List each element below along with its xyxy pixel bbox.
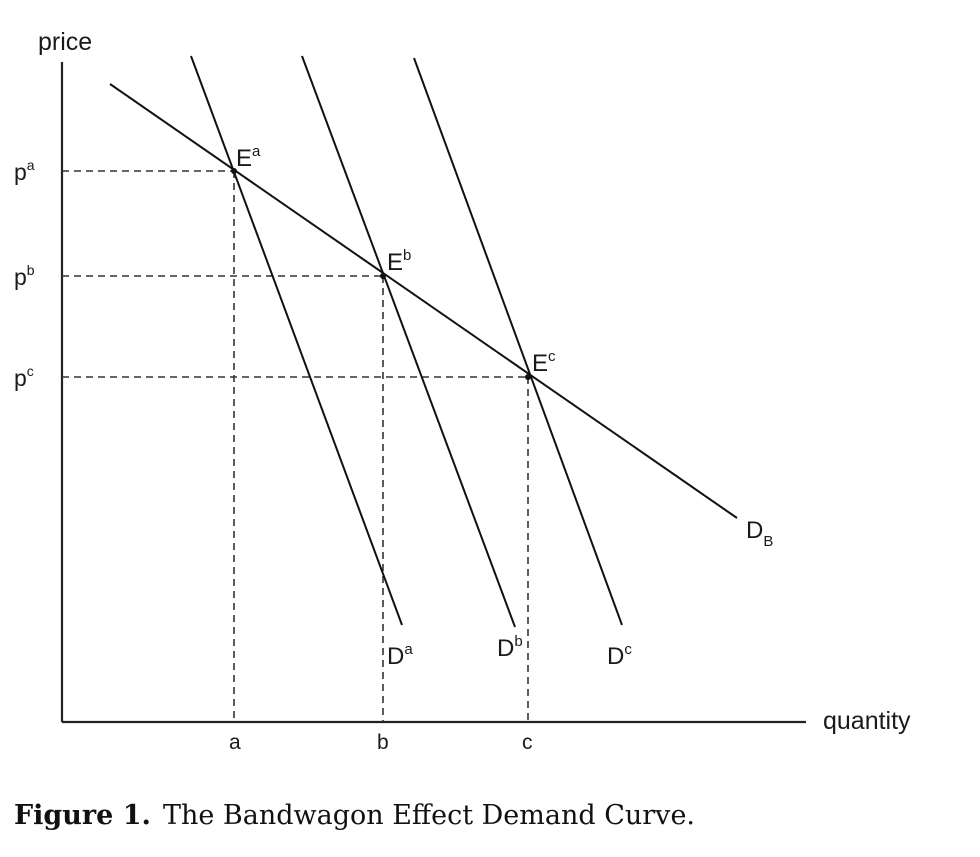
demand-curve-c bbox=[413, 57, 623, 626]
demand-curve-label-a: Da bbox=[387, 641, 413, 670]
bandwagon-demand-curve bbox=[109, 83, 738, 519]
equilibrium-label-b: Eb bbox=[387, 247, 411, 276]
demand-curve-label-b: Db bbox=[497, 633, 523, 662]
price-tick-b: pb bbox=[14, 262, 35, 290]
figure-number: Figure 1. bbox=[14, 800, 151, 831]
price-tick-a: pa bbox=[14, 157, 35, 185]
equilibrium-label-a: Ea bbox=[236, 143, 261, 172]
quantity-tick-b: b bbox=[377, 731, 389, 754]
dashed-guides bbox=[62, 170, 529, 722]
x-axis-label: quantity bbox=[823, 707, 911, 735]
quantity-tick-a: a bbox=[229, 731, 241, 754]
equilibrium-point-c bbox=[525, 374, 531, 380]
figure-caption-text: The Bandwagon Effect Demand Curve. bbox=[162, 800, 696, 831]
equilibrium-point-a bbox=[231, 168, 237, 174]
demand-curve-label-c: Dc bbox=[607, 641, 632, 670]
demand-curve-b bbox=[301, 55, 516, 628]
y-axis-label: price bbox=[38, 28, 92, 56]
figure-caption: Figure 1. The Bandwagon Effect Demand Cur… bbox=[14, 800, 695, 831]
price-tick-c: pc bbox=[14, 363, 34, 391]
equilibrium-label-c: Ec bbox=[532, 348, 556, 377]
demand-curve-a bbox=[190, 55, 403, 626]
quantity-tick-c: c bbox=[522, 731, 533, 754]
equilibrium-point-b bbox=[380, 273, 386, 279]
bandwagon-curve-label: DB bbox=[746, 517, 773, 550]
